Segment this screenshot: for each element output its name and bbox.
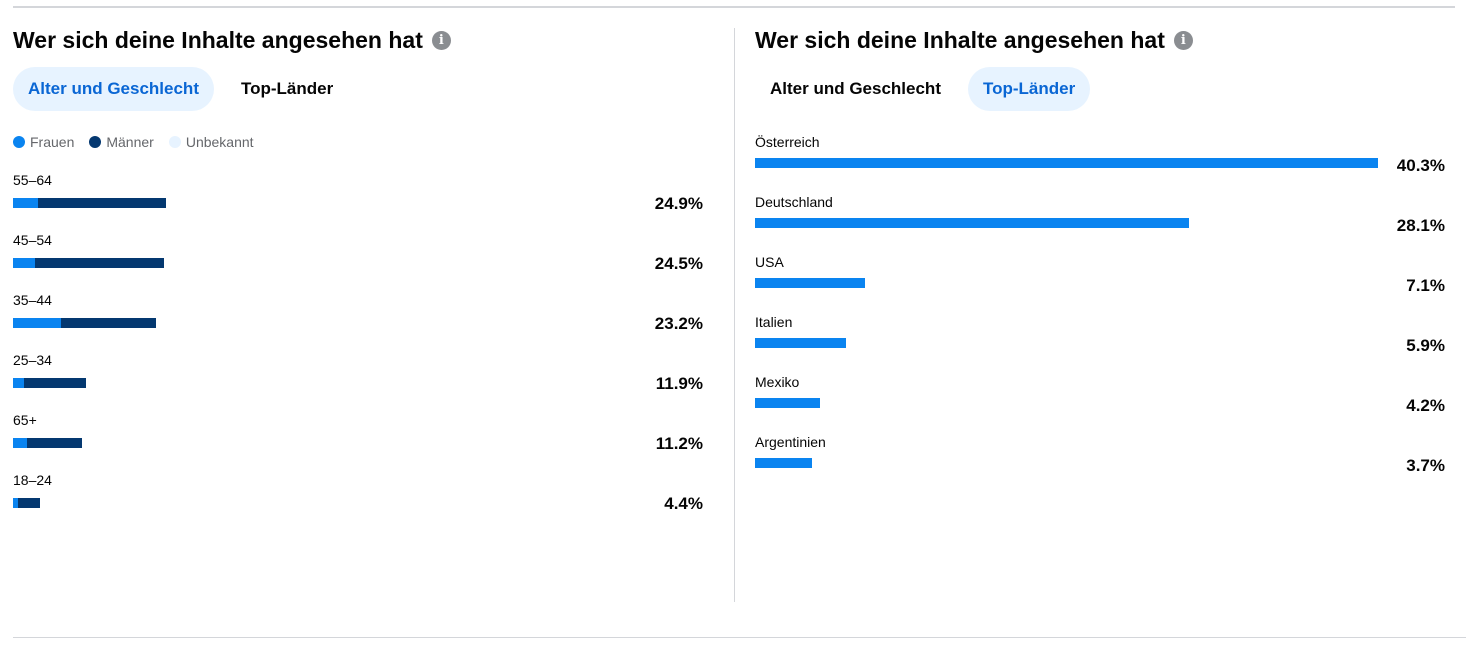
tab-age-gender[interactable]: Alter und Geschlecht <box>770 79 941 98</box>
country-row: Österreich 40.3% <box>755 134 1445 194</box>
title-text: Wer sich deine Inhalte angesehen hat <box>755 27 1165 53</box>
country-bar <box>755 158 1379 168</box>
legend-label: Männer <box>106 134 154 150</box>
country-label: Österreich <box>755 134 820 150</box>
age-percent: 24.9% <box>654 194 703 213</box>
country-row: USA 7.1% <box>755 254 1445 314</box>
country-bar <box>755 338 847 348</box>
country-bar <box>755 398 820 408</box>
panel-title: Wer sich deine Inhalte angesehen hat i <box>13 27 451 54</box>
country-percent: 5.9% <box>1406 336 1445 355</box>
country-bar-fill <box>755 398 820 408</box>
legend-item-men: Männer <box>89 134 154 150</box>
country-bar <box>755 218 1190 228</box>
age-bar <box>13 198 167 208</box>
country-label: Mexiko <box>755 374 800 390</box>
country-row: Argentinien 3.7% <box>755 434 1445 494</box>
tab-top-countries[interactable]: Top-Länder <box>240 79 334 98</box>
legend-item-women: Frauen <box>13 134 74 150</box>
age-percent: 23.2% <box>654 314 703 333</box>
panel-title: Wer sich deine Inhalte angesehen hat i <box>755 27 1193 54</box>
age-row: 35–44 23.2% <box>13 292 703 352</box>
legend: Frauen Männer Unbekannt <box>13 134 269 150</box>
country-bar <box>755 278 865 288</box>
country-bar-fill <box>755 218 1190 228</box>
country-label: Italien <box>755 314 793 330</box>
legend-item-unknown: Unbekannt <box>168 134 254 150</box>
age-row: 18–24 4.4% <box>13 472 703 532</box>
info-icon[interactable]: i <box>431 31 451 50</box>
country-bar-fill <box>755 338 847 348</box>
age-label: 18–24 <box>13 472 52 488</box>
men-segment <box>24 378 87 388</box>
legend-label: Unbekannt <box>185 134 254 150</box>
country-percent: 4.2% <box>1406 396 1445 415</box>
country-row: Italien 5.9% <box>755 314 1445 374</box>
age-row: 25–34 11.9% <box>13 352 703 412</box>
age-label: 25–34 <box>13 352 52 368</box>
age-row: 65+ 11.2% <box>13 412 703 472</box>
age-gender-panel: Wer sich deine Inhalte angesehen hat i Al… <box>13 0 703 620</box>
women-dot-icon <box>13 136 25 148</box>
age-label: 65+ <box>13 412 37 428</box>
unknown-dot-icon <box>168 136 181 148</box>
age-row: 45–54 24.5% <box>13 232 703 292</box>
age-bar <box>13 498 41 508</box>
country-percent: 3.7% <box>1406 456 1445 475</box>
country-row: Mexiko 4.2% <box>755 374 1445 434</box>
legend-label: Frauen <box>30 134 75 150</box>
age-percent: 24.5% <box>654 254 703 273</box>
country-bar <box>755 458 813 468</box>
bottom-divider <box>13 637 1466 638</box>
age-bar <box>13 378 87 388</box>
country-label: Argentinien <box>755 434 826 450</box>
age-bar <box>13 438 82 448</box>
men-segment <box>35 258 164 268</box>
women-segment <box>13 318 61 328</box>
country-row: Deutschland 28.1% <box>755 194 1445 254</box>
women-segment <box>13 378 25 388</box>
country-label: Deutschland <box>755 194 833 210</box>
men-segment <box>17 498 41 508</box>
top-countries-panel: Wer sich deine Inhalte angesehen hat i Al… <box>755 0 1445 620</box>
women-segment <box>13 498 18 508</box>
top-divider <box>13 6 1455 8</box>
tab-age-gender[interactable]: Alter und Geschlecht <box>13 67 214 111</box>
men-segment <box>27 438 82 448</box>
country-percent: 28.1% <box>1396 216 1445 235</box>
age-label: 35–44 <box>13 292 52 308</box>
men-segment <box>38 198 167 208</box>
country-label: USA <box>755 254 784 270</box>
info-icon[interactable]: i <box>1173 31 1193 50</box>
title-text: Wer sich deine Inhalte angesehen hat <box>13 27 423 53</box>
country-percent: 7.1% <box>1406 276 1445 295</box>
country-bar-fill <box>755 158 1379 168</box>
tab-top-countries[interactable]: Top-Länder <box>967 67 1091 111</box>
age-percent: 11.9% <box>655 374 703 393</box>
country-bar-fill <box>755 278 865 288</box>
age-row: 55–64 24.9% <box>13 172 703 232</box>
men-dot-icon <box>89 136 102 148</box>
panel-divider <box>734 28 735 602</box>
men-segment <box>60 318 156 328</box>
age-percent: 4.4% <box>664 494 703 513</box>
women-segment <box>13 438 28 448</box>
age-bar <box>13 318 156 328</box>
country-percent: 40.3% <box>1396 156 1445 175</box>
country-bar-fill <box>755 458 813 468</box>
women-segment <box>13 258 36 268</box>
age-percent: 11.2% <box>655 434 703 453</box>
women-segment <box>13 198 39 208</box>
age-bar <box>13 258 164 268</box>
age-label: 55–64 <box>13 172 52 188</box>
age-label: 45–54 <box>13 232 52 248</box>
